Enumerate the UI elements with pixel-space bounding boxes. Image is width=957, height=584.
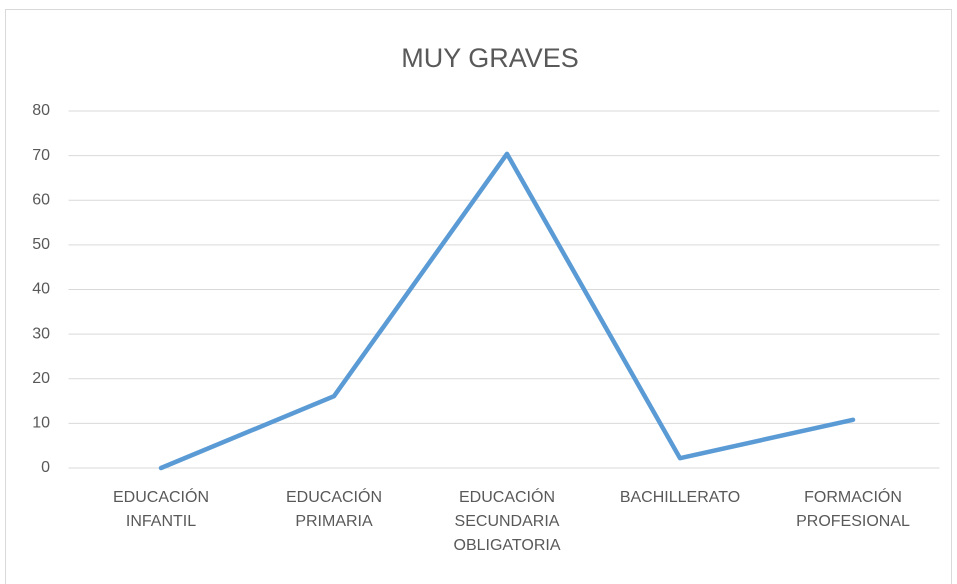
x-tick-label: EDUCACIÓN PRIMARIA <box>286 487 382 530</box>
line-series <box>158 151 856 471</box>
y-tick-label: 40 <box>32 281 50 298</box>
x-tick-label: BACHILLERATO <box>620 489 740 506</box>
y-tick-label: 60 <box>32 191 50 208</box>
chart-title: MUY GRAVES <box>401 43 579 73</box>
y-tick-label: 80 <box>32 102 50 119</box>
x-tick-label: FORMACIÓN PROFESIONAL <box>796 487 910 530</box>
chart-frame <box>5 9 952 584</box>
y-tick-label: 30 <box>32 325 50 342</box>
y-tick-label: 10 <box>32 415 50 432</box>
y-tick-label: 50 <box>32 236 50 253</box>
x-tick-label: EDUCACIÓN INFANTIL <box>113 487 209 530</box>
y-tick-label: 70 <box>32 147 50 164</box>
y-tick-label: 20 <box>32 370 50 387</box>
y-tick-label: 0 <box>41 459 50 476</box>
x-tick-label: EDUCACIÓN SECUNDARIA OBLIGATORIA <box>454 487 561 554</box>
